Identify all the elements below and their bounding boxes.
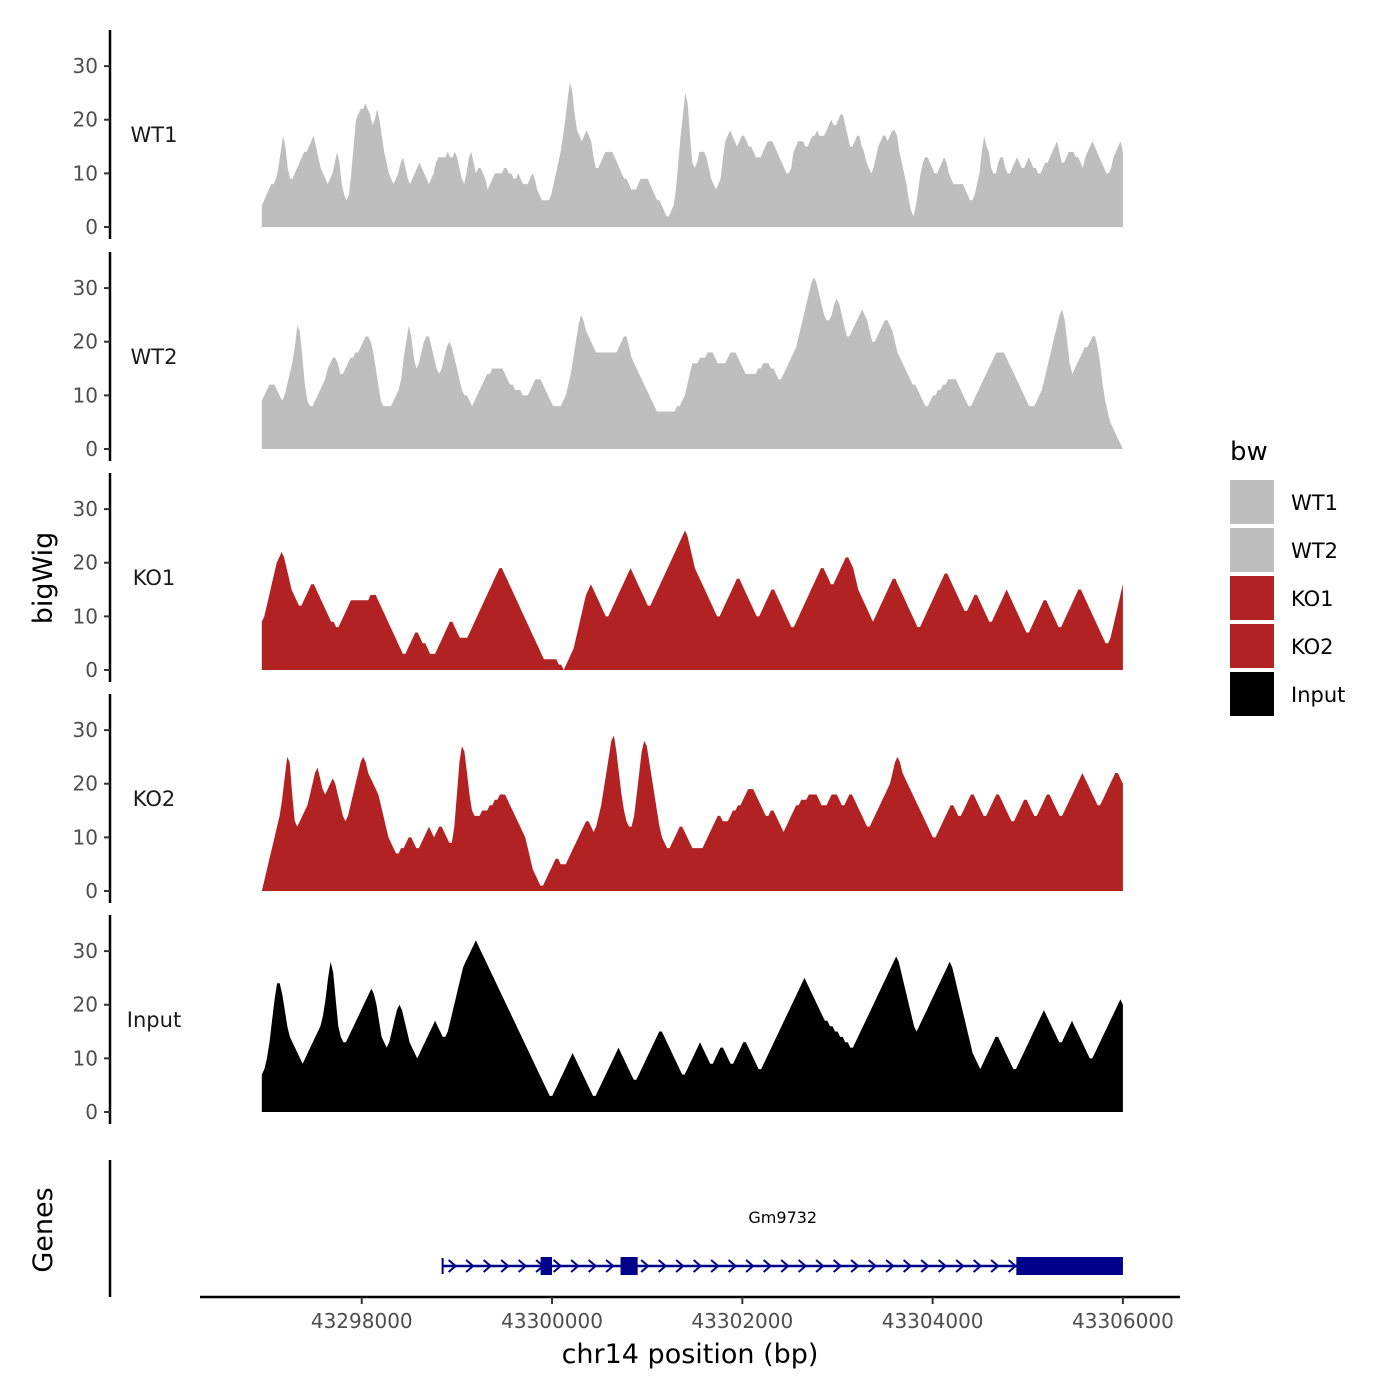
y-tick-label: 30: [73, 939, 98, 963]
y-tick-label: 20: [73, 772, 98, 796]
strand-arrow: [850, 1259, 860, 1273]
y-tick-label: 20: [73, 993, 98, 1017]
track-panels: 0 10 20 30 WT1 0 10 20 30 WT2 0 10 20 30 KO1 0 10 20 30 KO2…: [73, 30, 1123, 1124]
area-wt2: [261, 277, 1123, 449]
area-wt1: [261, 82, 1123, 227]
legend-label-input: Input: [1291, 683, 1345, 707]
x-axis-title: chr14 position (bp): [562, 1339, 819, 1370]
strand-arrow: [500, 1259, 510, 1273]
x-tick-label: 43300000: [501, 1309, 603, 1333]
strand-arrow: [570, 1259, 580, 1273]
panel-ko1: 0 10 20 30 KO1: [73, 473, 1123, 682]
legend-key-wt1: [1230, 480, 1274, 524]
legend-key-wt2: [1230, 528, 1274, 572]
y-tick-label: 0: [85, 215, 98, 239]
legend-title: bw: [1230, 437, 1268, 467]
strand-arrow: [482, 1259, 493, 1273]
gene-track: Gm9732: [108, 1160, 1123, 1297]
track-label-wt1: WT1: [131, 123, 178, 147]
x-tick-label: 43298000: [311, 1309, 413, 1333]
gene-exon: [1016, 1257, 1123, 1275]
y-tick-label: 10: [73, 161, 98, 185]
legend-key-ko2: [1230, 624, 1274, 668]
y-tick-label: 10: [73, 383, 98, 407]
strand-arrow: [710, 1259, 720, 1273]
y-tick-label: 30: [73, 54, 98, 78]
strand-arrow: [552, 1259, 563, 1273]
legend-label-wt1: WT1: [1291, 491, 1338, 515]
y-tick-label: 30: [73, 276, 98, 300]
legend-label-ko1: KO1: [1291, 587, 1334, 611]
x-tick-label: 43306000: [1072, 1309, 1174, 1333]
legend: bw WT1 WT2 KO1 KO2 Input: [1230, 437, 1345, 716]
gene-exon: [540, 1257, 553, 1275]
y-tick-label: 0: [85, 437, 98, 461]
track-label-ko2: KO2: [133, 787, 176, 811]
panel-input: 0 10 20 30 Input: [73, 915, 1123, 1124]
strand-arrow: [447, 1259, 458, 1273]
x-tick-label: 43304000: [882, 1309, 984, 1333]
strand-arrow: [832, 1259, 843, 1273]
y-tick-label: 20: [73, 330, 98, 354]
strand-arrow: [657, 1259, 668, 1273]
gene-name-label: Gm9732: [748, 1208, 817, 1227]
strand-arrow: [745, 1259, 755, 1273]
y-tick-label: 30: [73, 718, 98, 742]
track-label-wt2: WT2: [131, 345, 178, 369]
track-label-ko1: KO1: [133, 566, 176, 590]
strand-arrow: [605, 1259, 615, 1273]
track-label-input: Input: [127, 1008, 181, 1032]
y-tick-label: 10: [73, 1046, 98, 1070]
strand-arrow: [640, 1259, 650, 1273]
y-tick-label: 0: [85, 1100, 98, 1124]
legend-key-ko1: [1230, 576, 1274, 620]
area-input: [261, 940, 1123, 1112]
strand-arrow: [885, 1259, 895, 1273]
panel-ko2: 0 10 20 30 KO2: [73, 694, 1123, 903]
strand-arrow: [867, 1259, 878, 1273]
x-axis: 43298000 43300000 43302000 43304000 43306000: [200, 1295, 1180, 1333]
strand-arrow: [990, 1259, 1000, 1273]
y-tick-label: 30: [73, 497, 98, 521]
y-tick-label: 0: [85, 879, 98, 903]
y-axis-title: bigWig: [28, 532, 59, 625]
strand-arrow: [972, 1259, 983, 1273]
strand-arrow: [517, 1259, 528, 1273]
strand-arrow: [815, 1259, 825, 1273]
strand-arrow: [797, 1259, 808, 1273]
strand-arrow: [675, 1259, 685, 1273]
gene-exon: [620, 1257, 638, 1275]
legend-label-ko2: KO2: [1291, 635, 1334, 659]
strand-arrow: [902, 1259, 913, 1273]
y-tick-label: 0: [85, 658, 98, 682]
strand-arrow: [1007, 1259, 1018, 1273]
area-ko2: [261, 735, 1123, 891]
strand-arrow: [780, 1259, 790, 1273]
legend-label-wt2: WT2: [1291, 539, 1338, 563]
y-tick-label: 10: [73, 604, 98, 628]
area-ko1: [261, 530, 1123, 670]
panel-wt1: 0 10 20 30 WT1: [73, 30, 1123, 239]
y-tick-label: 20: [73, 108, 98, 132]
strand-arrow: [727, 1259, 738, 1273]
x-tick-label: 43302000: [691, 1309, 793, 1333]
strand-arrow: [920, 1259, 930, 1273]
strand-arrow: [955, 1259, 965, 1273]
strand-arrow: [587, 1259, 598, 1273]
y-tick-label: 10: [73, 825, 98, 849]
y-tick-label: 20: [73, 551, 98, 575]
panel-wt2: 0 10 20 30 WT2: [73, 252, 1123, 461]
legend-key-input: [1230, 672, 1274, 716]
strand-arrow: [465, 1259, 475, 1273]
strand-arrow: [762, 1259, 773, 1273]
strand-arrow: [937, 1259, 948, 1273]
gene-track-title: Genes: [28, 1187, 59, 1272]
strand-arrow: [692, 1259, 703, 1273]
